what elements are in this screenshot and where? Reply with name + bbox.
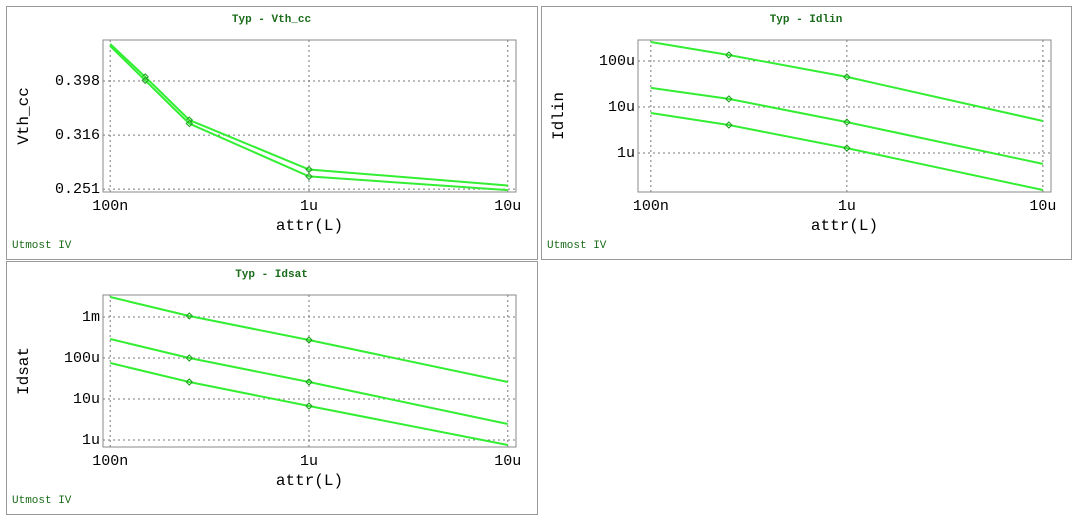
point-marker — [305, 165, 313, 174]
y-axis-label: Idsat — [15, 347, 33, 395]
plot-frame — [102, 39, 517, 193]
series-line — [109, 296, 509, 383]
x-tick-label: 1u — [300, 198, 318, 215]
point-marker — [305, 402, 313, 410]
point-marker — [185, 312, 194, 320]
point-marker — [843, 144, 851, 152]
point-marker — [185, 119, 194, 128]
footer: Utmost IV — [547, 240, 607, 252]
x-axis-label: attr(L) — [276, 472, 343, 490]
series-line — [109, 45, 508, 192]
series-line — [109, 338, 509, 425]
plot-frame — [102, 294, 517, 448]
y-axis-label: Idlin — [550, 92, 568, 140]
y-tick-label: 1u — [617, 145, 635, 162]
y-tick-label: 1m — [82, 309, 100, 326]
x-tick-label: 10u — [494, 453, 521, 470]
x-tick-label: 1u — [838, 198, 856, 215]
y-tick-label: 10u — [73, 391, 100, 408]
point-marker — [185, 354, 194, 362]
point-marker — [305, 336, 313, 344]
x-tick-label: 1u — [300, 453, 318, 470]
chart-title: Typ - Vth_cc — [232, 14, 311, 26]
panel — [6, 261, 538, 515]
series-line — [650, 112, 1044, 191]
y-tick-label: 10u — [608, 99, 635, 116]
point-marker — [725, 121, 733, 129]
point-marker — [725, 51, 733, 59]
chart-title: Typ - Idsat — [235, 269, 308, 281]
x-tick-label: 10u — [1029, 198, 1056, 215]
chart-title: Typ - Idlin — [770, 14, 843, 26]
y-tick-label: 0.398 — [55, 73, 100, 90]
x-tick-label: 100n — [633, 198, 669, 215]
x-tick-label: 100n — [92, 198, 128, 215]
panel — [6, 6, 538, 260]
point-marker — [843, 118, 851, 126]
point-marker — [305, 172, 313, 181]
y-axis-label: Vth_cc — [15, 87, 33, 145]
x-axis-label: attr(L) — [276, 217, 343, 235]
point-marker — [725, 95, 733, 103]
footer: Utmost IV — [12, 240, 72, 252]
point-marker — [141, 76, 149, 85]
series-line — [109, 362, 508, 446]
series-line — [650, 86, 1044, 165]
footer: Utmost IV — [12, 495, 72, 507]
series-line — [650, 41, 1044, 122]
y-tick-label: 0.316 — [55, 127, 100, 144]
y-tick-label: 1u — [82, 432, 100, 449]
y-tick-label: 0.251 — [55, 181, 100, 198]
x-tick-label: 100n — [92, 453, 128, 470]
point-marker — [843, 73, 851, 81]
point-marker — [185, 378, 194, 386]
point-marker — [305, 378, 313, 386]
x-axis-label: attr(L) — [811, 217, 878, 235]
panel — [541, 6, 1072, 260]
x-tick-label: 10u — [494, 198, 521, 215]
plot-frame — [637, 39, 1052, 193]
y-tick-label: 100u — [599, 53, 635, 70]
y-tick-label: 100u — [64, 350, 100, 367]
